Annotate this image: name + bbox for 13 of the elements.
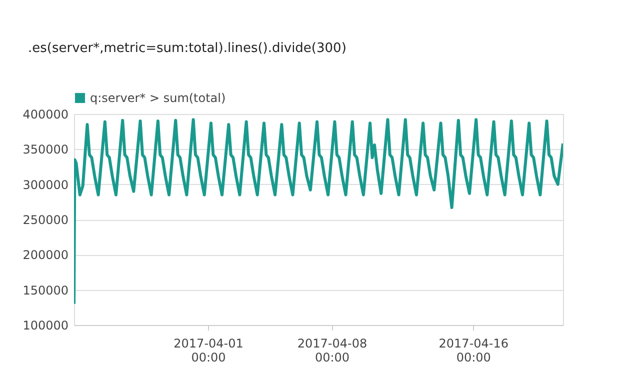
x-tick-label: 2017-04-08 00:00 xyxy=(297,336,368,364)
x-tick-label: 2017-04-16 00:00 xyxy=(438,336,509,364)
y-tick-label: 400000 xyxy=(22,108,68,122)
line-series xyxy=(74,118,563,306)
y-tick-label: 150000 xyxy=(22,283,68,298)
y-tick-label: 300000 xyxy=(22,178,68,192)
y-tick-label: 100000 xyxy=(22,318,68,332)
x-tick-label: 2017-04-01 00:00 xyxy=(174,336,244,364)
y-tick-label: 350000 xyxy=(22,142,68,157)
text: .es(server*,metric=sum:total).lines().divide(300) xyxy=(28,41,346,56)
y-tick-label: 200000 xyxy=(22,248,68,262)
legend-label: q:server* > sum(total) xyxy=(90,91,226,105)
y-tick-label: 250000 xyxy=(22,213,68,227)
